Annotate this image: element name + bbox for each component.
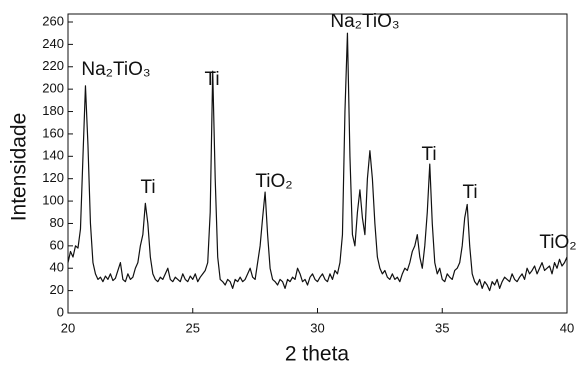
x-tick-label: 20: [61, 320, 75, 335]
y-tick-label: 220: [42, 58, 64, 73]
y-tick-label: 60: [50, 237, 64, 252]
x-axis-title: 2 theta: [285, 343, 350, 366]
peak-annotation: TiO₂: [539, 232, 576, 253]
peak-annotation: Ti: [421, 144, 436, 165]
y-tick-label: 160: [42, 125, 64, 140]
y-tick-label: 40: [50, 260, 64, 275]
peak-annotation: Ti: [462, 182, 477, 203]
peak-annotation: Na₂TiO₃: [81, 59, 150, 80]
peak-annotation: Na₂TiO₃: [330, 11, 399, 32]
y-tick-label: 260: [42, 13, 64, 28]
y-tick-label: 120: [42, 170, 64, 185]
peak-annotation: TiO₂: [255, 171, 292, 192]
y-tick-label: 200: [42, 81, 64, 96]
y-tick-label: 20: [50, 282, 64, 297]
y-tick-label: 80: [50, 215, 64, 230]
y-axis-title: Intensidade: [8, 113, 31, 222]
y-tick-label: 0: [57, 304, 64, 319]
y-tick-label: 140: [42, 148, 64, 163]
x-tick-label: 30: [310, 320, 324, 335]
peak-annotation: Ti: [204, 69, 219, 90]
peak-annotation: Ti: [140, 177, 155, 198]
x-tick-label: 40: [560, 320, 574, 335]
y-tick-label: 100: [42, 193, 64, 208]
y-tick-label: 240: [42, 36, 64, 51]
data-line: [67, 32, 568, 292]
x-tick-label: 35: [435, 320, 449, 335]
y-tick-label: 180: [42, 103, 64, 118]
x-tick-label: 25: [186, 320, 200, 335]
